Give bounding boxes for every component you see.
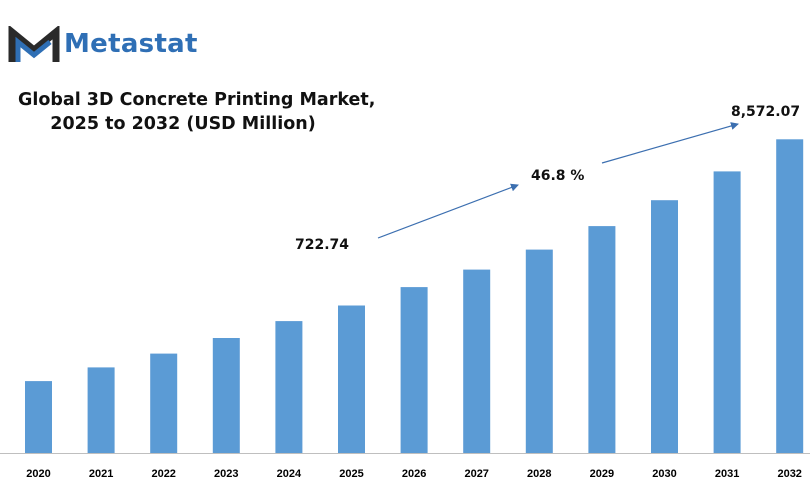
growth-arrow-2 xyxy=(601,122,739,164)
bar-2024 xyxy=(275,321,303,453)
bar-2029 xyxy=(588,226,616,453)
x-tick-label-2021: 2021 xyxy=(89,468,113,480)
brand-name: Metastat xyxy=(64,29,198,59)
logo xyxy=(8,26,218,66)
growth-arrow-1 xyxy=(377,183,519,239)
bar-2022 xyxy=(150,353,178,453)
start-value-label: 722.74 xyxy=(295,237,349,253)
bar-2028 xyxy=(525,249,553,453)
chart-title: Global 3D Concrete Printing Market, xyxy=(18,90,376,110)
bar-2025 xyxy=(338,305,365,453)
bar-2021 xyxy=(87,367,115,453)
x-tick-label-2027: 2027 xyxy=(464,468,488,480)
bar-2027 xyxy=(463,269,491,453)
x-tick-label-2020: 2020 xyxy=(26,468,50,480)
x-tick-label-2032: 2032 xyxy=(777,468,801,480)
bar-2032 xyxy=(776,139,804,454)
bar-2023 xyxy=(212,338,240,453)
x-tick-label-2028: 2028 xyxy=(527,468,551,480)
x-tick-label-2029: 2029 xyxy=(590,468,614,480)
growth-rate-label: 46.8 % xyxy=(531,168,584,184)
chart-title-block: Global 3D Concrete Printing Market, 2025… xyxy=(18,88,376,136)
bar-2026 xyxy=(400,287,428,453)
x-tick-label-2031: 2031 xyxy=(715,468,739,480)
bar-2030 xyxy=(651,200,678,453)
x-tick-label-2026: 2026 xyxy=(402,468,426,480)
end-value-label: 8,572.07 xyxy=(731,104,800,120)
x-tick-label-2025: 2025 xyxy=(339,468,363,480)
x-tick-label-2022: 2022 xyxy=(151,468,175,480)
metastat-m-logo-icon xyxy=(8,26,60,62)
x-tick-label-2024: 2024 xyxy=(277,468,302,480)
bar-2020 xyxy=(25,381,52,453)
x-tick-label-2023: 2023 xyxy=(214,468,238,480)
x-tick-label-2030: 2030 xyxy=(652,468,676,480)
bar-2031 xyxy=(713,171,741,453)
chart-subtitle: 2025 to 2032 (USD Million) xyxy=(50,114,316,134)
